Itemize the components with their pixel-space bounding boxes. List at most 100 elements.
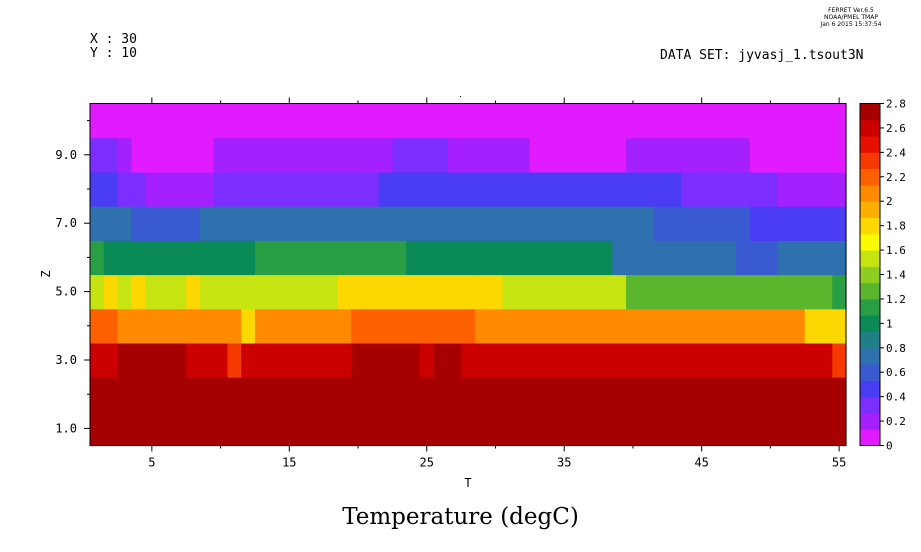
x-tick-label: 55 <box>832 456 846 470</box>
heatmap-cell <box>639 377 655 412</box>
ferret-date: Jan 6 2015 15:37:54 <box>820 21 882 28</box>
heatmap-cell <box>777 240 847 276</box>
heatmap-cell <box>90 103 847 139</box>
colorbar-swatch <box>860 429 880 446</box>
heatmap-cell <box>144 274 187 310</box>
heatmap-cell <box>296 342 352 378</box>
heatmap-cell <box>543 308 558 344</box>
heatmap-cell <box>117 171 146 207</box>
heatmap-cell <box>186 411 215 447</box>
heatmap-cell <box>144 411 160 447</box>
heatmap-cell <box>117 342 146 378</box>
colorbar-label: 0.2 <box>886 415 906 428</box>
heatmap-cell <box>612 240 737 276</box>
heatmap-cell <box>254 274 284 310</box>
heatmap-cell <box>90 137 119 173</box>
heatmap-cell <box>323 411 448 447</box>
x-tick-label: 35 <box>557 456 571 470</box>
heatmap-cell <box>626 137 751 173</box>
heatmap-cell <box>392 377 421 412</box>
heatmap-cell <box>241 342 297 378</box>
heatmap-cell <box>213 411 256 447</box>
colorbar-label: 0.6 <box>886 366 906 379</box>
heatmap-cell <box>474 240 613 276</box>
heatmap-cell <box>612 377 641 412</box>
heatmap-cell <box>158 411 174 447</box>
heatmap-cell <box>199 274 256 310</box>
heatmap-cell <box>103 274 119 310</box>
heatmap-cell <box>90 377 119 412</box>
heatmap-cell <box>131 206 201 241</box>
colorbar-label: 2.6 <box>886 122 906 135</box>
heatmap-cell <box>626 342 641 378</box>
heatmap-cell <box>254 411 284 447</box>
plot-frame <box>89 103 847 446</box>
colorbar-swatch <box>860 184 880 202</box>
heatmap-cell <box>763 342 833 378</box>
heatmap-cell <box>103 240 146 276</box>
heatmap-cell <box>832 274 847 310</box>
colorbar-swatch <box>860 217 880 235</box>
y-axis-label: Z <box>39 270 53 277</box>
heatmap-cell <box>653 377 751 412</box>
colorbar-swatch <box>860 119 880 137</box>
dataset-label: DATA SET: jyvasj_1.tsout3N <box>660 48 864 63</box>
heatmap-cell <box>227 342 242 378</box>
heatmap-cell <box>213 377 256 412</box>
heatmap-cell <box>406 240 476 276</box>
heatmap-cell <box>144 342 187 378</box>
chart-title: Temperature (degC) <box>342 504 579 530</box>
colorbar-label: 0 <box>886 440 893 453</box>
heatmap-cell <box>749 137 847 173</box>
heatmap-cell <box>474 411 627 447</box>
heatmap-cell <box>144 171 215 207</box>
colorbar-label: 2.8 <box>886 98 906 111</box>
y-position-label: Y : 10 <box>90 46 137 61</box>
heatmap-cells <box>90 103 847 447</box>
heatmap-cell <box>90 308 119 344</box>
heatmap-cell <box>186 274 201 310</box>
heatmap-cell <box>90 240 105 276</box>
colorbar-swatch <box>860 103 880 121</box>
heatmap-cell <box>351 308 476 344</box>
heatmap-cell <box>254 377 270 412</box>
heatmap-cell <box>172 411 187 447</box>
heatmap-cell <box>309 308 352 344</box>
heatmap-cell <box>351 342 421 378</box>
ferret-version: FERRET Ver.6.5 <box>828 7 874 14</box>
axis-tick-labels: 5 15 25 35 45 55 1.0 3.0 5.0 7.0 9.0 <box>55 148 846 470</box>
heatmap-cell <box>282 274 339 310</box>
heatmap-cell <box>117 308 201 344</box>
x-tick-label: 5 <box>148 456 155 470</box>
plot-marker <box>460 96 461 97</box>
heatmap-cell <box>681 171 778 207</box>
colorbar-label: 1 <box>886 317 893 330</box>
heatmap-cell <box>199 206 655 241</box>
heatmap-cell <box>832 342 847 378</box>
heatmap-cell <box>213 137 393 173</box>
colorbar-label: 0.8 <box>886 342 906 355</box>
colorbar-label: 1.4 <box>886 269 906 282</box>
heatmap-cell <box>90 342 119 378</box>
heatmap-cell <box>653 411 765 447</box>
colorbar-label: 2.2 <box>886 171 906 184</box>
heatmap-cell <box>474 308 503 344</box>
heatmap-cell <box>736 240 778 276</box>
heatmap-cell <box>502 308 545 344</box>
heatmap-cell <box>378 171 682 207</box>
heatmap-cell <box>254 240 407 276</box>
colorbar <box>859 103 884 446</box>
x-tick-label: 45 <box>694 456 708 470</box>
heatmap-cell <box>392 137 448 173</box>
colorbar-swatch <box>860 298 880 316</box>
heatmap-cell <box>626 411 655 447</box>
heatmap-cell <box>529 137 627 173</box>
heatmap-cell <box>144 240 256 276</box>
heatmap-cell <box>461 342 572 378</box>
heatmap-cell <box>186 342 215 378</box>
heatmap-cell <box>626 274 833 310</box>
heatmap-cell <box>323 377 393 412</box>
colorbar-swatch <box>860 364 880 381</box>
y-tick-label: 3.0 <box>55 353 77 367</box>
